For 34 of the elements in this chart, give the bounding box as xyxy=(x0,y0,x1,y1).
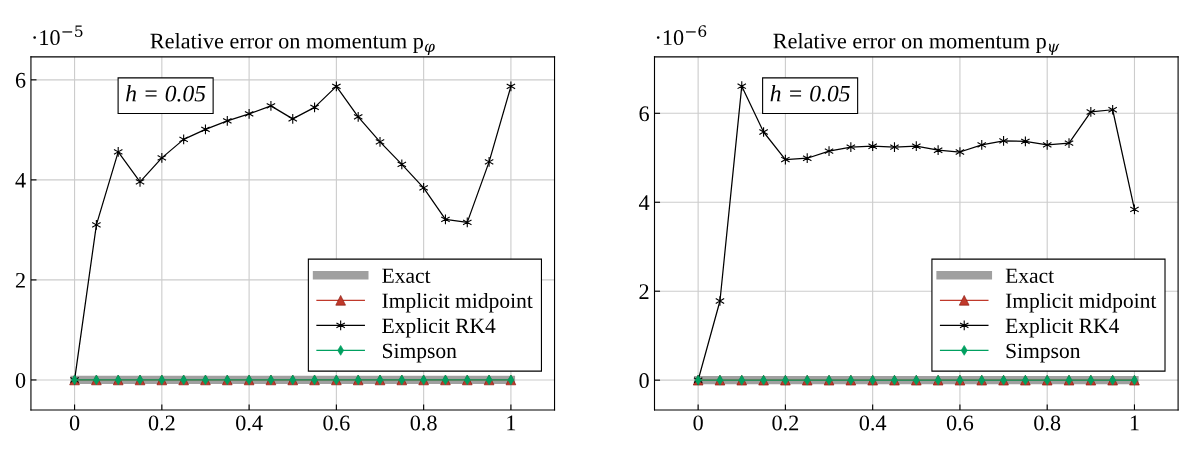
x-tick-label: 0.2 xyxy=(772,415,799,431)
y-tick-label: 0 xyxy=(15,372,26,388)
chart-title: Relative error on momentum p$_{ψ}$ xyxy=(773,32,1060,56)
y-tick-label: 2 xyxy=(15,272,25,288)
y-tick-label: 0 xyxy=(639,373,649,389)
x-tick-label: 0.8 xyxy=(1034,415,1061,431)
y-tick-label: 2 xyxy=(639,284,649,299)
annotation: h = 0.05 xyxy=(126,84,206,102)
legend-label: Implicit midpoint xyxy=(382,292,533,313)
chart-title: Relative error on momentum p$_{φ}$ xyxy=(150,32,435,56)
legend-label: Simpson xyxy=(1006,343,1081,363)
x-tick-label: 1 xyxy=(507,415,516,431)
legend-label: Explicit RK4 xyxy=(382,317,496,338)
y-tick-label: 6 xyxy=(639,106,649,122)
text: ·10$^{−6}$ xyxy=(656,25,707,46)
x-tick-label: 0.2 xyxy=(148,415,175,431)
x-tick-label: 1 xyxy=(1130,415,1139,431)
legend-label: Exact xyxy=(382,268,431,284)
y-tick-label: 6 xyxy=(15,72,26,88)
x-tick-label: 0 xyxy=(69,415,80,431)
x-tick-label: 0.4 xyxy=(859,415,887,431)
x-tick-label: 0 xyxy=(693,415,703,431)
legend-label: Implicit midpoint xyxy=(1005,292,1157,313)
x-tick-label: 0.8 xyxy=(410,415,437,431)
legend-label: Exact xyxy=(1005,268,1054,284)
x-tick-label: 0.4 xyxy=(236,415,263,431)
legend-label: Explicit RK4 xyxy=(1005,317,1119,338)
y-tick-label: 4 xyxy=(638,195,650,210)
x-tick-label: 0.6 xyxy=(946,415,974,431)
text: ·10$^{−5}$ xyxy=(33,25,83,46)
y-tick-label: 4 xyxy=(15,172,26,188)
legend-label: Simpson xyxy=(383,343,457,363)
x-tick-label: 0.6 xyxy=(323,415,350,431)
annotation: h = 0.05 xyxy=(770,84,850,102)
